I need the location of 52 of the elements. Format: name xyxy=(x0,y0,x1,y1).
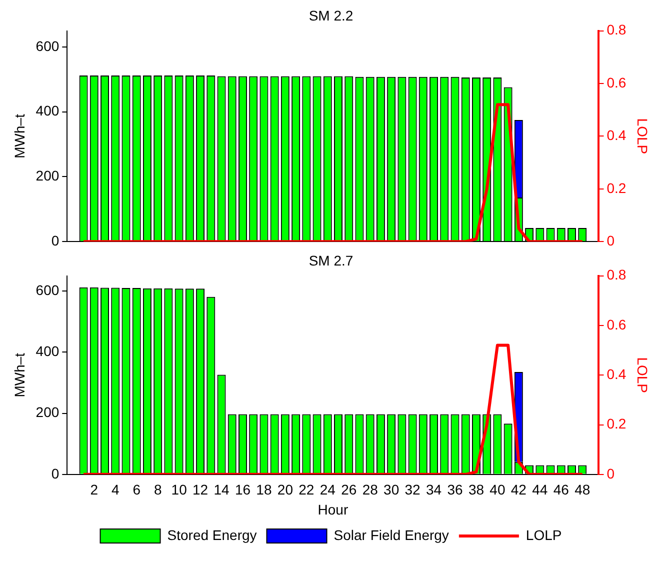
y2-tick-label: 0.8 xyxy=(606,266,626,283)
legend-label: LOLP xyxy=(526,526,562,543)
x-tick-label: 2 xyxy=(90,482,98,498)
y2-tick-label: 0.6 xyxy=(606,74,626,90)
y-axis-title: MWh–t xyxy=(11,352,28,398)
y2-tick-label: 0.2 xyxy=(606,180,626,196)
x-tick-label: 40 xyxy=(490,482,506,498)
y2-tick-label: 0.6 xyxy=(606,316,626,332)
y2-tick-label: 0.8 xyxy=(606,22,626,38)
x-tick-label: 20 xyxy=(277,482,294,498)
chart-title: SM 2.2 xyxy=(308,7,354,24)
y2-axis-title: LOLP xyxy=(634,357,651,394)
x-tick-label: 46 xyxy=(553,482,570,498)
x-tick-label: 24 xyxy=(320,482,336,498)
y-tick-label: 200 xyxy=(36,404,60,420)
x-tick-label: 42 xyxy=(510,482,527,498)
x-tick-label: 34 xyxy=(426,482,442,498)
y2-tick-label: 0.2 xyxy=(606,416,626,432)
y-tick-label: 400 xyxy=(36,343,60,360)
chart-title: SM 2.7 xyxy=(308,252,354,268)
x-tick-label: 18 xyxy=(256,482,272,498)
x-tick-label: 14 xyxy=(214,482,230,498)
x-tick-label: 26 xyxy=(341,482,357,498)
x-tick-label: 22 xyxy=(298,482,314,498)
y-tick-label: 200 xyxy=(36,168,60,184)
legend-label: Stored Energy xyxy=(167,526,257,543)
x-tick-label: 12 xyxy=(192,482,208,498)
y2-tick-label: 0.4 xyxy=(606,366,626,382)
x-tick-label: 48 xyxy=(574,482,590,498)
x-tick-label: 16 xyxy=(234,482,251,498)
x-tick-label: 8 xyxy=(154,482,162,498)
x-tick-label: 44 xyxy=(532,482,548,498)
x-axis-title: Hour xyxy=(318,501,348,518)
x-tick-label: 10 xyxy=(171,482,188,498)
x-tick-label: 6 xyxy=(132,482,141,498)
x-tick-label: 28 xyxy=(362,482,378,498)
y-tick-label: 400 xyxy=(36,102,60,119)
y-tick-label: 600 xyxy=(36,38,60,54)
legend-label: Solar Field Energy xyxy=(334,526,449,543)
y-axis-title: MWh–t xyxy=(11,114,28,158)
y-tick-label: 600 xyxy=(36,282,60,298)
x-tick-label: 38 xyxy=(468,482,484,498)
y-tick-label: 0 xyxy=(51,465,60,482)
x-tick-label: 36 xyxy=(447,482,463,498)
y2-tick-label: 0 xyxy=(606,465,615,482)
y2-tick-label: 0.4 xyxy=(606,127,626,144)
y2-axis-title: LOLP xyxy=(634,118,651,154)
y2-tick-label: 0 xyxy=(606,232,615,248)
x-tick-label: 32 xyxy=(404,482,421,498)
y-tick-label: 0 xyxy=(51,232,60,248)
x-tick-label: 30 xyxy=(384,482,400,498)
x-tick-label: 4 xyxy=(111,482,120,498)
